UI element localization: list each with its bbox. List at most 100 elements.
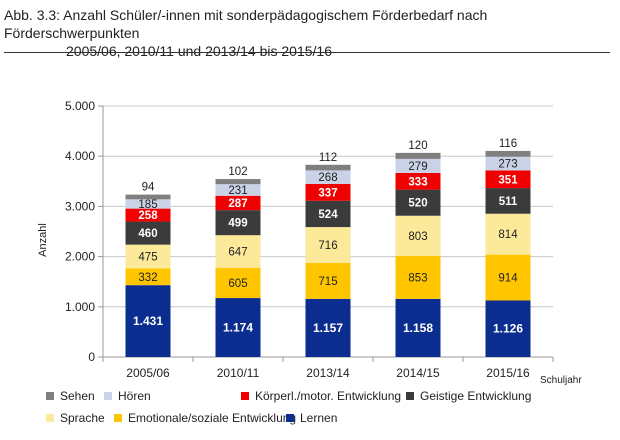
legend-swatch xyxy=(46,414,54,422)
data-label: 511 xyxy=(499,196,518,208)
bar-segment xyxy=(125,208,171,222)
data-label: 287 xyxy=(228,198,247,210)
y-tick-label: 3.000 xyxy=(65,199,95,213)
data-label: 268 xyxy=(318,172,337,184)
data-label: 520 xyxy=(408,198,427,210)
data-label: 112 xyxy=(319,152,337,164)
legend-label: Sehen xyxy=(60,389,95,403)
bar-segment xyxy=(395,158,441,173)
bar-segment xyxy=(305,164,351,171)
data-label: 102 xyxy=(228,166,247,178)
data-label: 333 xyxy=(408,176,427,188)
bar-segment xyxy=(125,194,171,200)
data-label: 716 xyxy=(318,240,337,252)
bar-segment xyxy=(215,235,261,268)
data-label: 460 xyxy=(138,228,157,240)
legend-label: Geistige Entwicklung xyxy=(420,389,531,403)
y-tick-label: 1.000 xyxy=(65,300,95,314)
data-label: 332 xyxy=(138,272,157,284)
data-label: 1.157 xyxy=(313,321,343,335)
bar-segment xyxy=(485,254,531,301)
legend-swatch xyxy=(114,414,122,422)
y-tick-label: 5.000 xyxy=(65,99,95,113)
x-axis-label: Schuljahr xyxy=(540,375,582,386)
bar-segment xyxy=(395,215,441,257)
title-rule xyxy=(4,52,610,53)
legend-label: Körperl./motor. Entwicklung xyxy=(255,389,401,403)
legend-label: Hören xyxy=(118,389,151,403)
y-tick-label: 2.000 xyxy=(65,250,95,264)
bar-segment xyxy=(215,298,261,357)
y-tick-label: 4.000 xyxy=(65,149,95,163)
bar-segment xyxy=(485,213,531,255)
bar-segment xyxy=(215,179,261,185)
data-label: 914 xyxy=(498,273,518,285)
y-axis-label: Anzahl xyxy=(37,223,49,257)
bar-segment xyxy=(215,184,261,196)
bar-segment xyxy=(305,200,351,228)
bar-segment xyxy=(395,152,441,159)
bar-segment xyxy=(305,170,351,184)
y-tick-label: 0 xyxy=(88,350,95,364)
chart-title: Abb. 3.3: Anzahl Schüler/-innen mit sond… xyxy=(4,6,620,60)
bar-segment xyxy=(305,227,351,264)
data-label: 258 xyxy=(138,210,158,222)
bar-segment xyxy=(125,268,171,286)
bar-segment xyxy=(215,267,261,299)
bar-segment xyxy=(215,195,261,211)
data-label: 231 xyxy=(228,185,247,197)
legend-label: Lernen xyxy=(300,411,337,425)
data-label: 185 xyxy=(138,199,157,211)
bar-segment xyxy=(305,298,351,357)
x-tick-label: 2005/06 xyxy=(126,366,170,380)
bar-segment xyxy=(485,156,531,171)
data-label: 279 xyxy=(408,161,427,173)
data-label: 94 xyxy=(142,182,155,194)
bar-segment xyxy=(305,263,351,299)
bar-segment xyxy=(215,210,261,236)
x-tick-label: 2014/15 xyxy=(396,366,440,380)
data-label: 351 xyxy=(498,174,518,186)
bar-segment xyxy=(125,199,171,209)
data-label: 605 xyxy=(228,278,247,290)
data-label: 273 xyxy=(498,159,517,171)
bar-segment xyxy=(305,183,351,201)
data-label: 116 xyxy=(499,138,517,150)
data-label: 853 xyxy=(408,272,427,284)
legend-label: Emotionale/soziale Entwicklung xyxy=(128,411,296,425)
bar-segment xyxy=(395,172,441,190)
bar-segment xyxy=(395,256,441,299)
data-label: 1.174 xyxy=(223,321,253,335)
legend-swatch xyxy=(241,392,249,400)
data-label: 803 xyxy=(408,231,427,243)
bar-segment xyxy=(485,188,531,214)
legend-swatch xyxy=(46,392,54,400)
bar-segment xyxy=(395,298,441,357)
data-label: 120 xyxy=(408,140,427,152)
bar-segment xyxy=(485,300,531,357)
data-label: 715 xyxy=(318,276,337,288)
bar-segment xyxy=(395,189,441,216)
legend-swatch xyxy=(406,392,414,400)
data-label: 337 xyxy=(318,187,337,199)
data-label: 1.431 xyxy=(133,314,163,328)
legend-swatch xyxy=(286,414,294,422)
x-tick-label: 2010/11 xyxy=(217,366,260,380)
legend-swatch xyxy=(104,392,112,400)
data-label: 814 xyxy=(498,229,518,241)
bar-segment xyxy=(485,170,531,189)
data-label: 1.158 xyxy=(403,321,433,335)
data-label: 647 xyxy=(228,246,247,258)
bar-segment xyxy=(485,150,531,157)
legend-label: Sprache xyxy=(60,411,105,425)
title-line-1: Abb. 3.3: Anzahl Schüler/-innen mit sond… xyxy=(4,7,488,41)
data-label: 1.126 xyxy=(493,322,523,336)
bar-segment xyxy=(125,244,171,269)
bar-segment xyxy=(125,285,171,357)
bar-segment xyxy=(125,221,171,245)
title-line-2: 2005/06, 2010/11 und 2013/14 bis 2015/16 xyxy=(66,43,332,59)
x-tick-label: 2013/14 xyxy=(306,366,350,380)
data-label: 475 xyxy=(138,252,157,264)
